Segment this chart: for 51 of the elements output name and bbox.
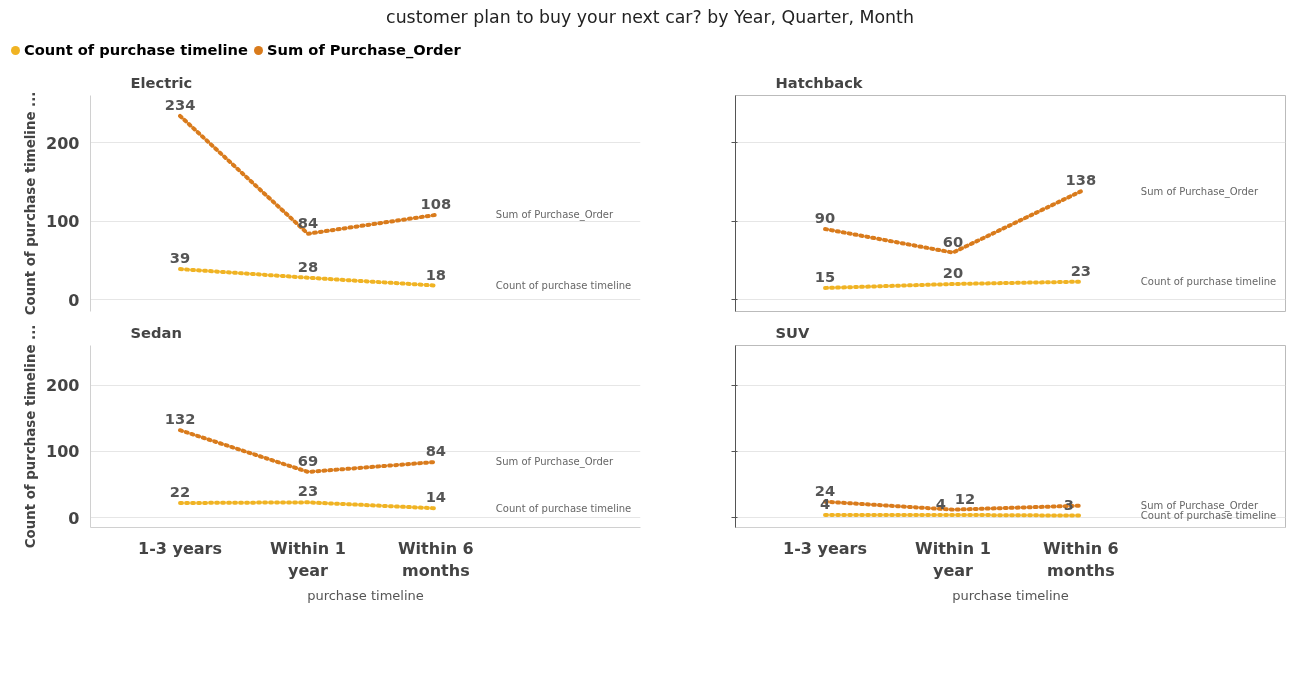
data-label: 132 [164, 409, 196, 427]
chart-subtitle: SUV [775, 323, 810, 341]
data-label: 60 [942, 232, 964, 250]
chart-subtitle: Hatchback [775, 73, 864, 91]
text: Sum of Purchase_Order [495, 209, 614, 221]
x-tick-label: Within 1 year [270, 538, 346, 580]
data-label: 28 [297, 257, 319, 275]
text: Count of purchase timeline [495, 502, 632, 514]
data-label: 23 [1070, 261, 1092, 279]
chart-subtitle: Sedan [130, 323, 182, 341]
data-label: 24 [814, 481, 836, 499]
data-label: 84 [297, 213, 319, 231]
text: customer plan to buy your next car? by Year, Quarter, Month [386, 6, 914, 29]
text: Sum of Purchase_Order [495, 456, 614, 469]
x-tick-label: 1-3 years [783, 538, 868, 558]
data-label: 15 [814, 267, 836, 285]
y-tick-label: 200 [46, 375, 80, 395]
x-tick-label: Within 6 months [1042, 538, 1119, 580]
x-tick-label: 1-3 years [138, 538, 223, 558]
y-tick-label: 100 [46, 442, 80, 462]
data-label: 84 [425, 441, 447, 459]
data-label: 22 [169, 482, 191, 500]
text: Count of purchase timeline [1140, 275, 1277, 287]
data-label: 20 [942, 263, 964, 281]
x-axis-title: purchase timeline [307, 588, 424, 603]
y-axis-title: Count of purchase timeline ... [23, 324, 39, 548]
data-label: 90 [814, 208, 836, 226]
y-tick-label: 100 [46, 211, 80, 231]
y-tick-label: 200 [46, 133, 80, 153]
legend-label: Sum of Purchase_Order [266, 40, 461, 58]
data-label: 69 [297, 451, 319, 469]
data-label: 12 [954, 489, 976, 507]
data-label: 23 [297, 482, 319, 500]
x-tick-label: Within 6 months [397, 538, 474, 580]
text: Count of purchase timeline [1140, 509, 1277, 521]
y-axis-title: Count of purchase timeline ... [23, 91, 39, 315]
x-tick-label: Within 1 year [915, 538, 991, 580]
y-tick-label: 0 [68, 290, 80, 310]
data-label: 39 [169, 248, 191, 266]
data-label: 14 [425, 488, 447, 506]
text: Count of purchase timeline [495, 279, 632, 291]
x-axis-title: purchase timeline [952, 588, 1069, 603]
text: Sum of Purchase_Order [1140, 185, 1259, 198]
y-tick-label: 0 [68, 508, 80, 528]
chart-subtitle: Electric [130, 73, 193, 91]
legend-label: Count of purchase timeline [24, 40, 248, 58]
data-label: 138 [1065, 171, 1097, 189]
data-label: 108 [420, 194, 452, 212]
text: Sum of Purchase_Order [1140, 499, 1259, 512]
data-label: 234 [164, 95, 196, 113]
data-label: 18 [425, 265, 447, 283]
